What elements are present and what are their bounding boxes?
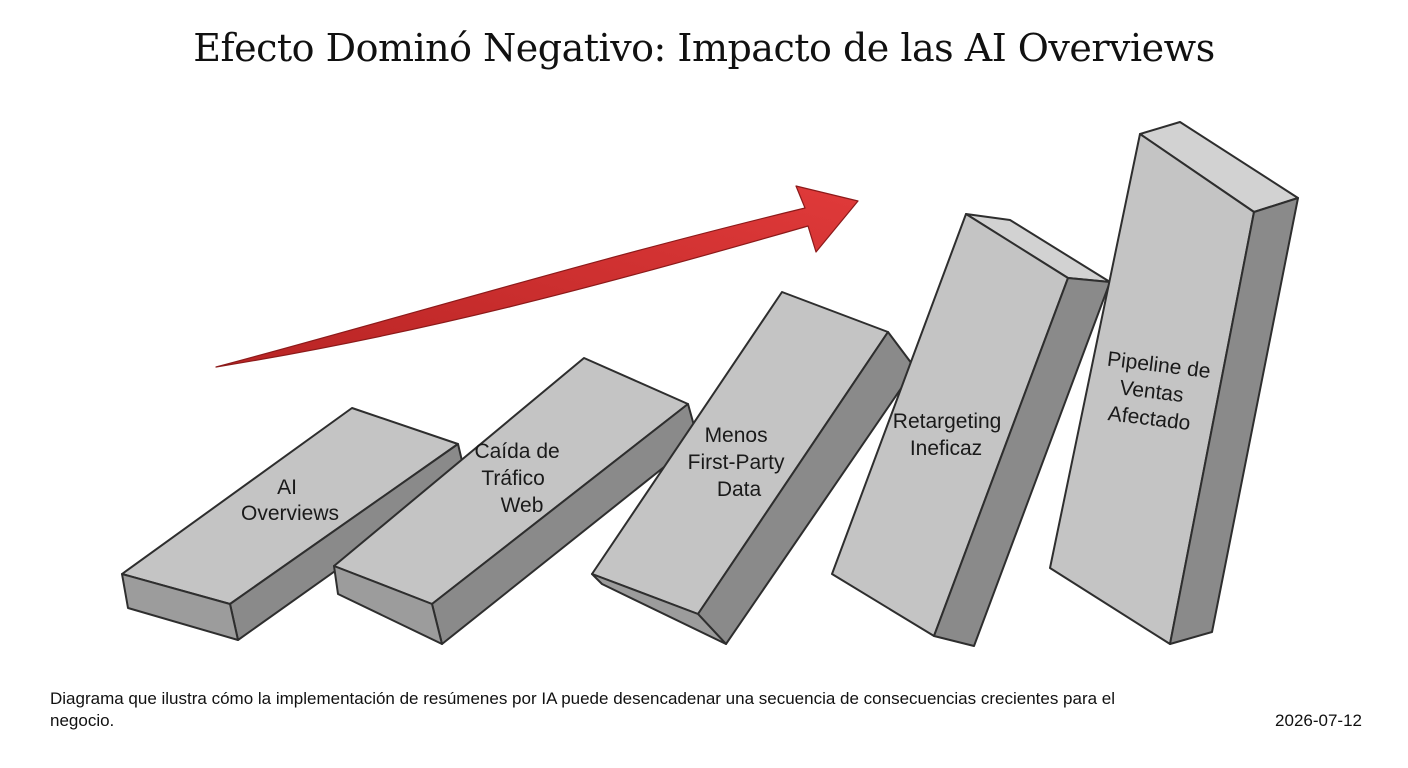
domino-label-line: Retargeting (893, 410, 1002, 433)
domino-label-line: AI (277, 476, 297, 499)
domino-label-line: Overviews (241, 502, 339, 525)
domino-retargeting: Retargeting Ineficaz (831, 213, 1111, 647)
domino-label: Caída de Tráfico Web (474, 440, 565, 517)
domino-label-line: Data (717, 478, 762, 501)
domino-label-line: Tráfico (481, 467, 544, 490)
diagram-date: 2026-07-12 (1275, 711, 1362, 730)
trend-arrow (215, 185, 859, 368)
domino-menos-first-party: Menos First-Party Data (591, 291, 916, 645)
domino-label-line: Ineficaz (910, 437, 982, 460)
domino-label-line: Caída de (474, 440, 559, 463)
domino-label-line: Menos (705, 424, 768, 447)
diagram-title: Efecto Dominó Negativo: Impacto de las A… (193, 26, 1215, 70)
domino-ai-overviews: AI Overviews (121, 407, 467, 641)
domino-label: Retargeting Ineficaz (893, 410, 1007, 460)
domino-label-line: First-Party (688, 451, 785, 474)
domino-pipeline: Pipeline de Ventas Afectado (1049, 121, 1299, 645)
domino-caida-trafico: Caída de Tráfico Web (333, 357, 699, 645)
diagram-caption: Diagrama que ilustra cómo la implementac… (50, 689, 1116, 730)
domino-label: AI Overviews (241, 476, 339, 525)
domino-label-line: Web (501, 494, 544, 517)
domino-label: Menos First-Party Data (688, 424, 791, 501)
